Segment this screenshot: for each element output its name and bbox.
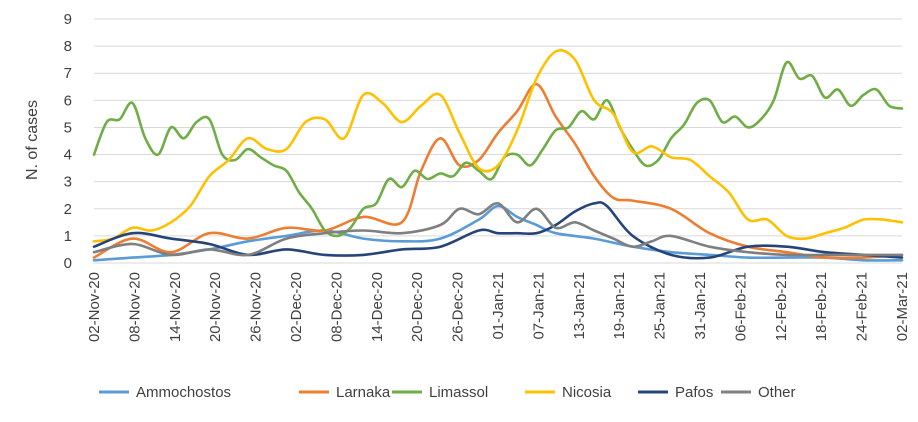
x-tick-label: 24-Feb-21 [854, 272, 871, 341]
series-line-limassol [92, 60, 904, 238]
y-tick-label: 8 [64, 38, 72, 55]
y-tick-label: 2 [64, 201, 72, 218]
y-tick-label: 7 [64, 65, 72, 82]
series-line-ammochostos [92, 204, 904, 262]
y-tick-label: 9 [64, 11, 72, 28]
x-tick-label: 13-Jan-21 [571, 272, 588, 340]
series-lines [92, 49, 904, 262]
y-tick-label: 3 [64, 174, 72, 191]
x-tick-label: 08-Nov-20 [126, 272, 143, 342]
x-tick-label: 01-Jan-21 [490, 272, 507, 340]
x-tick-label: 06-Feb-21 [732, 272, 749, 341]
y-axis-ticks: 0 1 2 3 4 5 6 7 8 9 [64, 11, 72, 272]
x-tick-label: 31-Jan-21 [692, 272, 709, 340]
x-tick-label: 12-Feb-21 [773, 272, 790, 341]
y-tick-label: 5 [64, 119, 72, 136]
legend-label-pafos: Pafos [675, 384, 713, 401]
series-line-nicosia [92, 49, 904, 243]
x-tick-label: 20-Nov-20 [207, 272, 224, 342]
y-tick-label: 0 [64, 255, 72, 272]
x-tick-label: 26-Dec-20 [450, 272, 467, 342]
legend-label-nicosia: Nicosia [562, 384, 612, 401]
x-tick-label: 14-Dec-20 [369, 272, 386, 342]
x-tick-label: 18-Feb-21 [813, 272, 830, 341]
legend-label-limassol: Limassol [429, 384, 488, 401]
x-tick-label: 02-Mar-21 [894, 272, 911, 341]
x-tick-label: 20-Dec-20 [409, 272, 426, 342]
x-tick-label: 25-Jan-21 [652, 272, 669, 340]
y-tick-label: 1 [64, 228, 72, 245]
legend-label-other: Other [758, 384, 796, 401]
y-tick-label: 6 [64, 92, 72, 109]
x-tick-label: 08-Dec-20 [328, 272, 345, 342]
x-tick-label: 14-Nov-20 [167, 272, 184, 342]
series-line-larnaka [92, 82, 904, 260]
series-line-other [92, 202, 904, 257]
x-tick-label: 19-Jan-21 [611, 272, 628, 340]
x-tick-label: 02-Nov-20 [86, 272, 103, 342]
x-axis-ticks: 02-Nov-20 08-Nov-20 14-Nov-20 20-Nov-20 26-N… [86, 272, 911, 342]
y-axis-title: N. of cases [24, 100, 41, 180]
y-tick-label: 4 [64, 147, 72, 164]
x-tick-label: 02-Dec-20 [288, 272, 305, 342]
gridlines [94, 18, 902, 264]
legend: Ammochostos Larnaka Limassol Nicosia Pafos Ot… [99, 384, 796, 401]
x-tick-label: 26-Nov-20 [248, 272, 265, 342]
x-tick-label: 07-Jan-21 [530, 272, 547, 340]
legend-label-ammochostos: Ammochostos [136, 384, 231, 401]
legend-label-larnaka: Larnaka [336, 384, 391, 401]
